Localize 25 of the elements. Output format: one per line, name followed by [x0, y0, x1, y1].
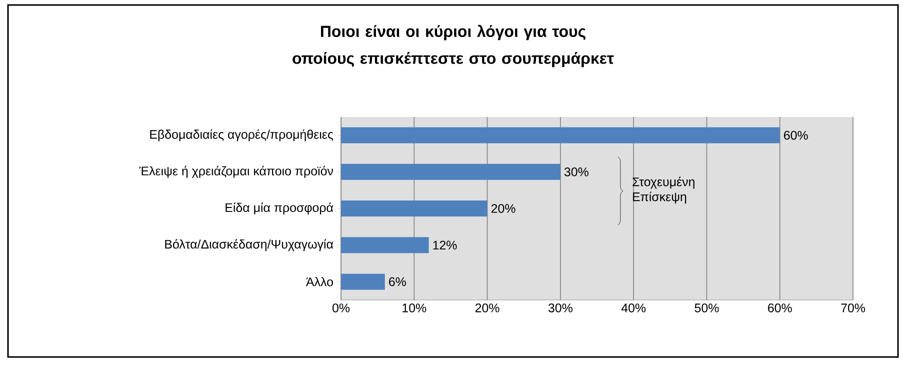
data-label: 60% [784, 130, 808, 140]
x-tick-label: 20% [475, 304, 500, 312]
x-tick-label: 40% [621, 304, 646, 312]
data-label: 6% [389, 277, 406, 286]
bar [341, 164, 560, 180]
y-tick-label: Είδα μία προσφορά [226, 202, 334, 214]
y-tick-label: Εβδομαδιαίες αγορές/προμήθειες [150, 129, 334, 142]
x-tick-label: 60% [768, 304, 792, 312]
y-tick-label: Άλλο [306, 277, 333, 286]
y-tick-label: Βόλτα/Διασκέδαση/Ψυχαγωγία [165, 239, 334, 252]
bar [341, 274, 385, 290]
annotation: Στοχευμένη Επίσκεψη [632, 176, 694, 204]
y-tick-label: Έλειψε ή χρειάζομαι κάποιο προϊόν [139, 166, 333, 178]
bar [341, 200, 488, 216]
bar [341, 237, 429, 254]
data-label: 20% [491, 204, 516, 213]
x-tick-label: 50% [694, 304, 719, 312]
data-label: 30% [564, 168, 588, 176]
chart-title: Ποιοι είναι οι κύριοι λόγοι για τους οποίους επισκέπτεστε στο σουπερμάρκετ [292, 24, 614, 68]
x-tick-label: 10% [402, 304, 426, 312]
x-tick-label: 70% [841, 304, 866, 312]
x-tick-label: 0% [332, 304, 350, 312]
x-tick-label: 30% [548, 304, 572, 312]
data-label: 12% [433, 240, 457, 250]
bar [341, 127, 780, 144]
